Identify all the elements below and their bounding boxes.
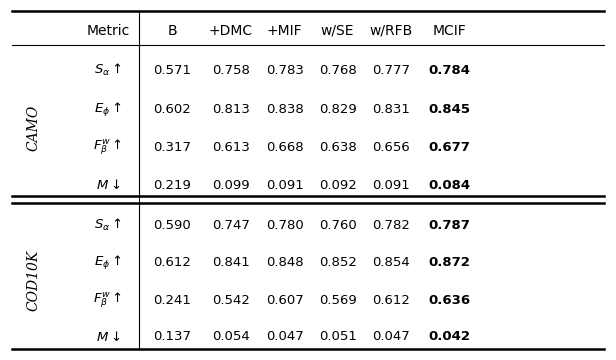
Text: 0.668: 0.668: [265, 141, 304, 154]
Text: 0.656: 0.656: [372, 141, 410, 154]
Text: w/SE: w/SE: [321, 24, 354, 37]
Text: $E_{\phi}\uparrow$: $E_{\phi}\uparrow$: [94, 254, 122, 272]
Text: 0.852: 0.852: [318, 256, 357, 269]
Text: 0.760: 0.760: [318, 219, 357, 231]
Text: 0.758: 0.758: [212, 64, 250, 77]
Text: 0.784: 0.784: [429, 64, 471, 77]
Text: B: B: [168, 24, 177, 37]
Text: 0.768: 0.768: [318, 64, 357, 77]
Text: 0.051: 0.051: [318, 330, 357, 343]
Text: 0.219: 0.219: [153, 179, 192, 192]
Text: 0.092: 0.092: [318, 179, 357, 192]
Text: 0.084: 0.084: [429, 179, 471, 192]
Text: 0.780: 0.780: [265, 219, 304, 231]
Text: 0.636: 0.636: [429, 294, 471, 307]
Text: 0.677: 0.677: [429, 141, 471, 154]
Text: +MIF: +MIF: [267, 24, 302, 37]
Text: +DMC: +DMC: [209, 24, 253, 37]
Text: 0.787: 0.787: [429, 219, 471, 231]
Text: 0.317: 0.317: [153, 141, 192, 154]
Text: 0.813: 0.813: [212, 103, 250, 116]
Text: 0.042: 0.042: [429, 330, 471, 343]
Text: 0.607: 0.607: [265, 294, 304, 307]
Text: 0.054: 0.054: [212, 330, 250, 343]
Text: 0.838: 0.838: [265, 103, 304, 116]
Text: CAMO: CAMO: [27, 105, 41, 151]
Text: 0.241: 0.241: [153, 294, 192, 307]
Text: 0.831: 0.831: [372, 103, 410, 116]
Text: 0.638: 0.638: [318, 141, 357, 154]
Text: $S_{\alpha}\uparrow$: $S_{\alpha}\uparrow$: [94, 217, 122, 233]
Text: 0.590: 0.590: [153, 219, 192, 231]
Text: 0.848: 0.848: [265, 256, 304, 269]
Text: 0.854: 0.854: [372, 256, 410, 269]
Text: 0.777: 0.777: [372, 64, 410, 77]
Text: 0.137: 0.137: [153, 330, 192, 343]
Text: 0.099: 0.099: [212, 179, 250, 192]
Text: 0.602: 0.602: [153, 103, 192, 116]
Text: 0.613: 0.613: [212, 141, 250, 154]
Text: 0.782: 0.782: [372, 219, 410, 231]
Text: 0.047: 0.047: [265, 330, 304, 343]
Text: w/RFB: w/RFB: [370, 24, 413, 37]
Text: 0.569: 0.569: [318, 294, 357, 307]
Text: MCIF: MCIF: [433, 24, 466, 37]
Text: 0.845: 0.845: [429, 103, 471, 116]
Text: 0.047: 0.047: [372, 330, 410, 343]
Text: 0.747: 0.747: [212, 219, 250, 231]
Text: 0.612: 0.612: [372, 294, 410, 307]
Text: $F_{\beta}^{w}\uparrow$: $F_{\beta}^{w}\uparrow$: [93, 138, 123, 157]
Text: 0.571: 0.571: [153, 64, 192, 77]
Text: 0.829: 0.829: [318, 103, 357, 116]
Text: $S_{\alpha}\uparrow$: $S_{\alpha}\uparrow$: [94, 62, 122, 78]
Text: 0.783: 0.783: [265, 64, 304, 77]
Text: $M\downarrow$: $M\downarrow$: [95, 330, 120, 343]
Text: 0.872: 0.872: [429, 256, 471, 269]
Text: 0.091: 0.091: [372, 179, 410, 192]
Text: 0.612: 0.612: [153, 256, 192, 269]
Text: $M\downarrow$: $M\downarrow$: [95, 179, 120, 192]
Text: 0.841: 0.841: [212, 256, 250, 269]
Text: 0.542: 0.542: [212, 294, 250, 307]
Text: Metric: Metric: [86, 24, 129, 37]
Text: $F_{\beta}^{w}\uparrow$: $F_{\beta}^{w}\uparrow$: [93, 291, 123, 310]
Text: $E_{\phi}\uparrow$: $E_{\phi}\uparrow$: [94, 101, 122, 119]
Text: 0.091: 0.091: [265, 179, 304, 192]
Text: COD10K: COD10K: [27, 250, 41, 311]
